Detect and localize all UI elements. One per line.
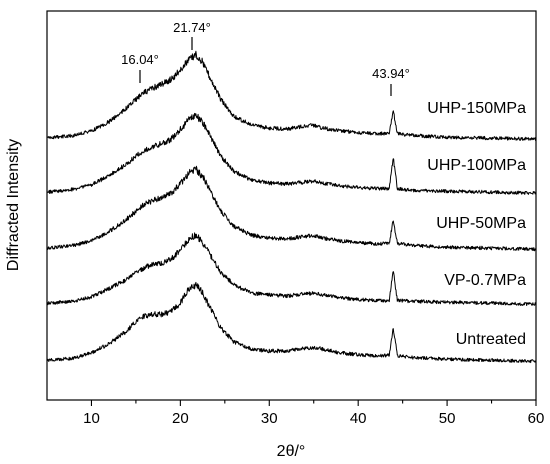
series-label: UHP-100MPa bbox=[427, 157, 526, 174]
x-tick-label: 50 bbox=[439, 410, 456, 427]
x-tick-label: 20 bbox=[172, 410, 189, 427]
series-line bbox=[46, 281, 537, 364]
x-tick-label: 40 bbox=[350, 410, 367, 427]
series-labels: UHP-150MPa UHP-100MPa UHP-50MPa VP-0.7MPa Un… bbox=[427, 100, 526, 348]
peak-annotations: 16.04° 21.74° 43.94° bbox=[121, 20, 410, 96]
x-axis-title: 2θ/° bbox=[277, 443, 306, 460]
series-group bbox=[46, 50, 537, 364]
x-tick-label: 10 bbox=[83, 410, 100, 427]
x-tick-label: 60 bbox=[528, 410, 545, 427]
series-line bbox=[46, 232, 537, 306]
series-label: VP-0.7MPa bbox=[444, 272, 526, 289]
series-line bbox=[46, 165, 537, 252]
series-line bbox=[46, 112, 537, 195]
plot-frame bbox=[46, 10, 537, 401]
series-label: UHP-50MPa bbox=[436, 215, 526, 232]
peak-annotation-label: 16.04° bbox=[121, 52, 159, 67]
x-tick-label: 30 bbox=[261, 410, 278, 427]
peak-annotation-label: 21.74° bbox=[173, 20, 211, 35]
series-label: Untreated bbox=[456, 331, 526, 348]
y-axis-title: Diffracted Intensity bbox=[5, 139, 22, 271]
x-axis-ticks: 10 20 30 40 50 60 bbox=[83, 400, 544, 427]
series-label: UHP-150MPa bbox=[427, 100, 526, 117]
peak-annotation-label: 43.94° bbox=[372, 66, 410, 81]
series-line bbox=[46, 50, 537, 142]
